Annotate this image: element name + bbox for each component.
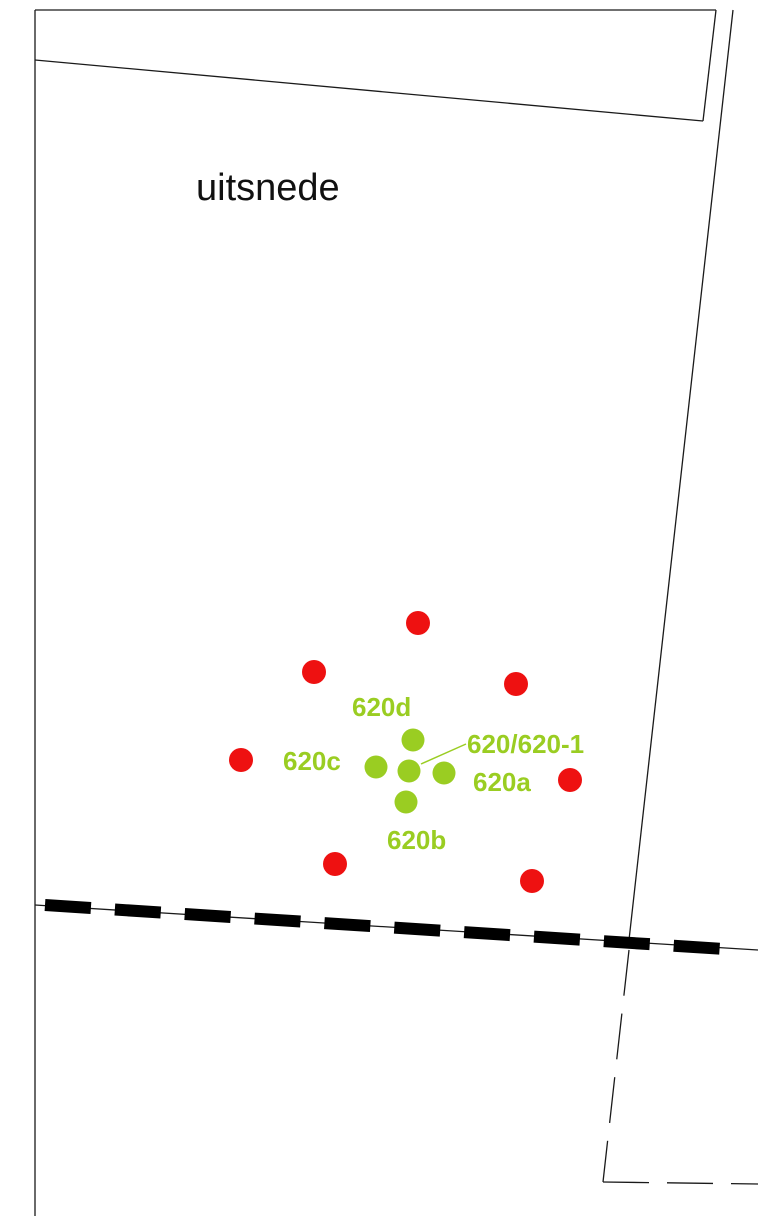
lower-right-dashed-boundary — [602, 949, 630, 1183]
red-points — [229, 611, 582, 893]
green-point-620b — [394, 790, 418, 814]
right-parcel-boundary — [628, 9, 734, 941]
red-point — [558, 768, 582, 792]
label-620c: 620c — [283, 746, 341, 776]
label-620b: 620b — [387, 825, 446, 855]
top-strip-right-edge — [702, 9, 717, 122]
red-point — [229, 748, 253, 772]
lower-right-dashed-bottom — [602, 1181, 758, 1185]
leader-line-620 — [420, 743, 467, 765]
red-point — [302, 660, 326, 684]
green-points — [364, 728, 456, 814]
label-620: 620/620-1 — [467, 729, 584, 759]
label-620a: 620a — [473, 767, 531, 797]
top-strip-lower-edge — [34, 59, 704, 122]
red-point — [323, 852, 347, 876]
green-labels: 620d 620c 620/620-1 620a 620b — [283, 692, 584, 855]
red-point — [504, 672, 528, 696]
green-point-620c — [364, 755, 388, 779]
green-point-620a — [432, 761, 456, 785]
green-point-620 — [397, 759, 421, 783]
green-point-620d — [401, 728, 425, 752]
red-point — [520, 869, 544, 893]
dashed-boundary-line — [44, 899, 741, 956]
map-title: uitsnede — [196, 167, 340, 209]
label-620d: 620d — [352, 692, 411, 722]
parcel-lines — [34, 9, 758, 1216]
red-point — [406, 611, 430, 635]
